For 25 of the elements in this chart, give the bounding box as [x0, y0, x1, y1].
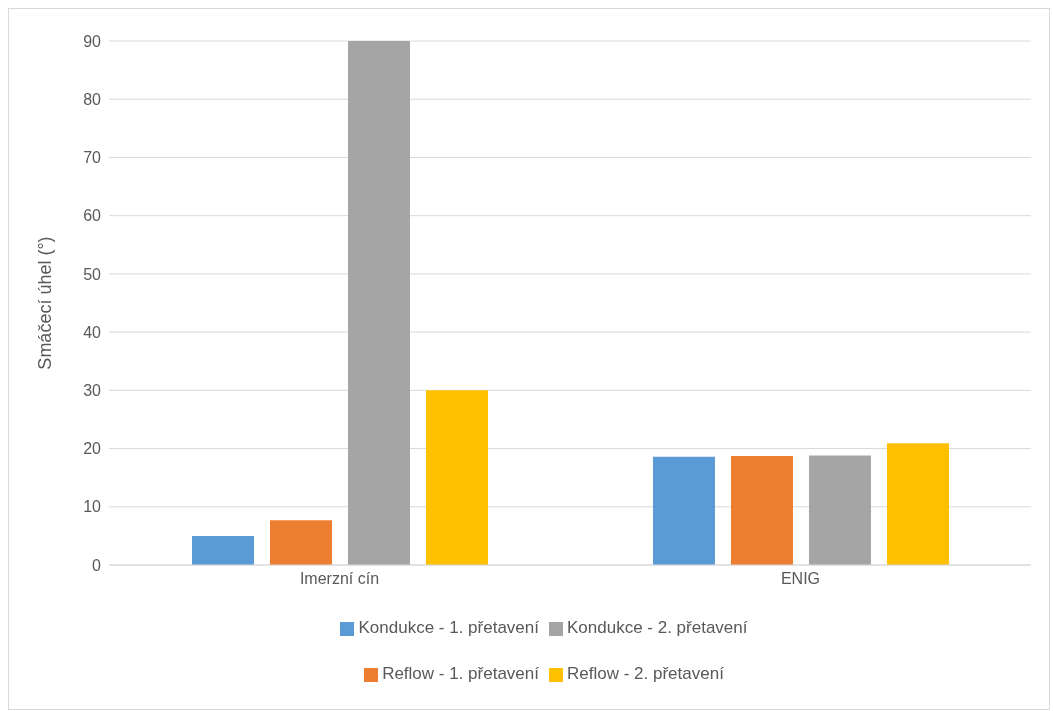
bar	[886, 443, 949, 565]
bar	[425, 390, 488, 565]
y-tick-label: 80	[83, 90, 102, 108]
bar	[652, 456, 715, 565]
y-tick-label: 10	[83, 498, 102, 516]
legend-label: Kondukce - 1. přetavení	[358, 618, 539, 637]
y-axis-title: Smáčecí úhel (°)	[35, 236, 56, 370]
x-tick-label: ENIG	[780, 570, 821, 588]
y-tick-label: 90	[83, 32, 102, 50]
y-tick-label: 20	[83, 440, 102, 458]
bar	[347, 41, 410, 565]
y-tick-label: 50	[83, 265, 102, 283]
legend-label: Reflow - 2. přetavení	[567, 664, 724, 683]
bar	[191, 535, 254, 565]
legend-label: Reflow - 1. přetavení	[382, 664, 539, 683]
y-tick-label: 40	[83, 323, 102, 341]
y-tick-label: 60	[83, 207, 102, 225]
legend-label: Kondukce - 2. přetavení	[567, 618, 748, 637]
x-tick-label: Imerzní cín	[299, 570, 380, 588]
bar	[808, 455, 871, 565]
bar	[730, 456, 793, 565]
bar	[269, 520, 332, 565]
y-tick-label: 0	[92, 556, 102, 574]
y-tick-label: 70	[83, 149, 102, 167]
y-tick-label: 30	[83, 382, 102, 400]
